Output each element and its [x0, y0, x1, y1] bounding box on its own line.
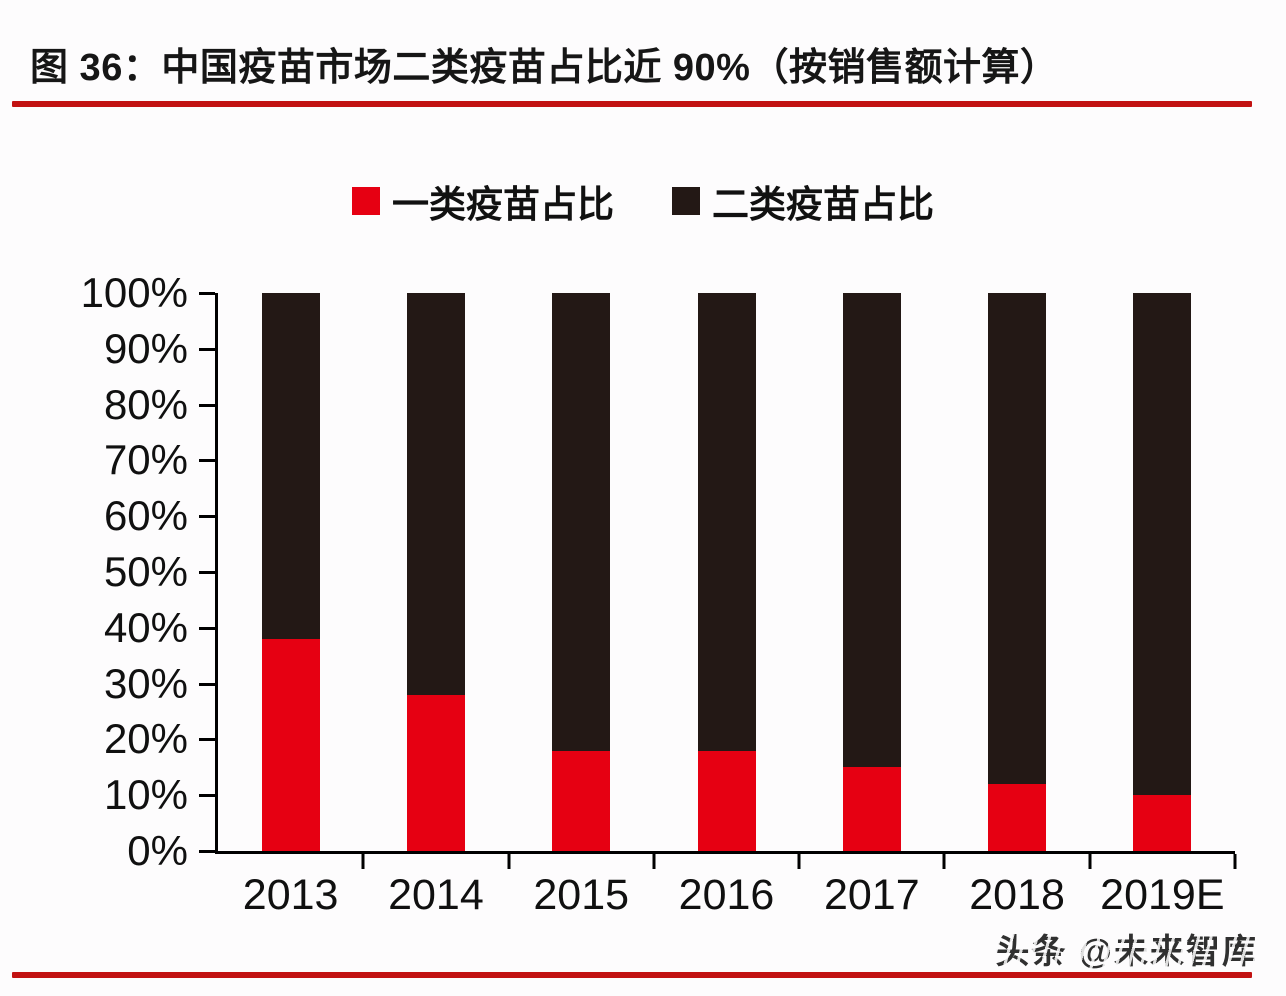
- y-axis-tick: [199, 403, 215, 407]
- y-tick-label: 60%: [103, 492, 188, 540]
- bar-2019E: [1133, 293, 1192, 851]
- x-axis-tick: [942, 854, 946, 869]
- y-axis-tick: [199, 738, 215, 742]
- legend-label: 一类疫苗占比: [392, 184, 614, 225]
- y-tick-label: 90%: [103, 324, 188, 372]
- y-axis-tick: [199, 682, 215, 686]
- y-tick-label: 0%: [127, 827, 188, 874]
- bar-segment-series1: [1133, 795, 1192, 851]
- x-tick-label: 2018: [969, 871, 1065, 919]
- bar-2013: [261, 293, 320, 851]
- bar-segment-series1: [406, 694, 465, 851]
- legend-swatch-icon: [352, 187, 380, 215]
- bar-segment-series2: [406, 293, 465, 695]
- bar-segment-series1: [697, 750, 756, 851]
- bar-segment-series2: [552, 293, 611, 751]
- page-bottom-rule: [12, 972, 1252, 978]
- x-tick-label: 2014: [388, 871, 484, 919]
- y-tick-label: 70%: [103, 436, 188, 484]
- x-axis-tick: [507, 854, 511, 869]
- legend-item-series1: 一类疫苗占比: [352, 174, 614, 228]
- bar-segment-series2: [842, 293, 901, 768]
- bar-segment-series1: [261, 638, 320, 851]
- legend-label: 二类疫苗占比: [712, 184, 934, 225]
- bar-segment-series1: [842, 767, 901, 851]
- x-axis-tick: [652, 854, 656, 869]
- y-axis-tick: [199, 850, 215, 853]
- bar-2018: [988, 293, 1047, 851]
- y-axis-tick: [199, 292, 215, 295]
- x-axis-tick: [1233, 854, 1237, 869]
- y-tick-label: 10%: [103, 771, 188, 819]
- bar-2017: [842, 293, 901, 851]
- watermark: 头条 @未来智库: [993, 922, 1260, 975]
- x-tick-label: 2017: [823, 871, 920, 919]
- bar-segment-series2: [988, 293, 1047, 785]
- y-axis-tick: [199, 571, 215, 574]
- bar-segment-series2: [261, 293, 320, 639]
- legend-swatch-icon: [672, 187, 700, 215]
- y-axis-tick: [199, 459, 215, 463]
- bar-2016: [697, 293, 756, 851]
- y-tick-label: 50%: [103, 548, 188, 595]
- plot-area: 0% 10% 20% 30% 40% 50% 60% 70% 80% 90% 100% 2013 201…: [81, 269, 1237, 919]
- bar-segment-series1: [988, 784, 1047, 851]
- y-axis-tick: [199, 626, 215, 630]
- y-tick-label: 80%: [103, 380, 188, 428]
- x-tick-label: 2015: [533, 871, 630, 919]
- y-axis-tick: [199, 347, 215, 351]
- title-underline-rule: [12, 101, 1252, 107]
- y-tick-label: 40%: [103, 603, 188, 651]
- x-axis-tick: [361, 854, 365, 869]
- bar-2014: [406, 293, 465, 851]
- figure-title: 图 36：中国疫苗市场二类疫苗占比近 90%（按销售额计算）: [30, 47, 1059, 89]
- y-tick-label: 100%: [80, 269, 188, 316]
- bar-segment-series1: [552, 750, 611, 851]
- bar-segment-series2: [1133, 293, 1192, 796]
- x-tick-label: 2016: [678, 871, 775, 919]
- x-axis-tick: [797, 854, 801, 869]
- chart-legend: 一类疫苗占比 二类疫苗占比: [0, 174, 1286, 228]
- x-tick-label: 2013: [242, 871, 339, 919]
- x-tick-label: 2019E: [1100, 871, 1225, 919]
- y-tick-label: 20%: [103, 715, 188, 763]
- y-tick-label: 30%: [103, 659, 188, 707]
- y-axis-tick: [199, 515, 215, 519]
- bar-segment-series2: [697, 293, 756, 751]
- x-axis-tick: [1088, 854, 1092, 869]
- bar-2015: [552, 293, 611, 851]
- legend-item-series2: 二类疫苗占比: [672, 174, 934, 228]
- y-axis-tick: [199, 794, 215, 798]
